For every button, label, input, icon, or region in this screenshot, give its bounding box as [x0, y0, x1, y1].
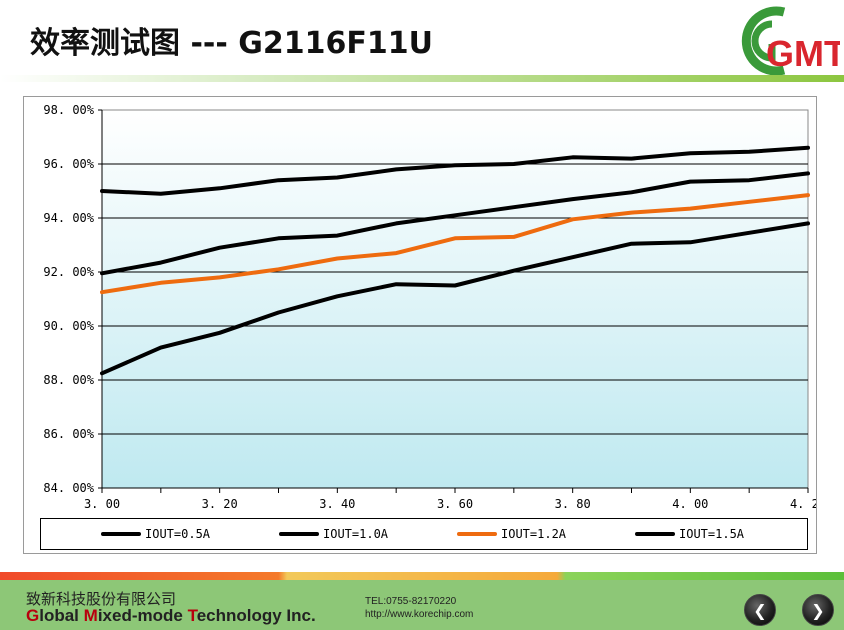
- y-tick-label: 84. 00%: [43, 481, 94, 495]
- company-logo: GMT: [722, 4, 840, 76]
- x-tick-label: 3. 00: [84, 497, 120, 511]
- series-line: [100, 193, 810, 295]
- series-line: [100, 145, 810, 196]
- y-tick-label: 86. 00%: [43, 427, 94, 441]
- footer: 致新科技股份有限公司 Global Mixed-mode Technology …: [0, 580, 844, 630]
- series-line: [100, 221, 810, 376]
- legend-swatch: [279, 532, 319, 536]
- x-tick-label: 4. 00: [672, 497, 708, 511]
- plot-area: [101, 109, 809, 489]
- legend-label: IOUT=1.2A: [501, 527, 567, 541]
- header-divider: [0, 75, 844, 82]
- x-tick-label: 3. 40: [319, 497, 355, 511]
- chevron-right-icon: ❯: [811, 600, 825, 620]
- prev-slide-button[interactable]: ❮: [744, 594, 776, 626]
- legend-item: IOUT=1.5A: [635, 527, 744, 541]
- company-name-cn: 致新科技股份有限公司: [26, 590, 177, 608]
- legend-item: IOUT=1.0A: [279, 527, 388, 541]
- y-tick-label: 96. 00%: [43, 157, 94, 171]
- website-link[interactable]: http://www.korechip.com: [365, 609, 474, 620]
- chart-frame: 84. 00% 86. 00% 88. 00% 90. 00% 92. 00% 94. 0…: [23, 96, 817, 554]
- y-tick-label: 88. 00%: [43, 373, 94, 387]
- legend-item: IOUT=0.5A: [101, 527, 210, 541]
- efficiency-chart: 84. 00% 86. 00% 88. 00% 90. 00% 92. 00% 94. 0…: [43, 103, 816, 511]
- y-tick-label: 94. 00%: [43, 211, 94, 225]
- logo-text: GMT: [766, 33, 840, 74]
- x-tick-label: 4. 20: [790, 497, 816, 511]
- y-tick-label: 90. 00%: [43, 319, 94, 333]
- page-title: 效率测试图 --- G2116F11U: [30, 26, 433, 61]
- legend-label: IOUT=0.5A: [145, 527, 211, 541]
- x-tick-label: 3. 60: [437, 497, 473, 511]
- y-tick-label: 98. 00%: [43, 103, 94, 117]
- y-tick-label: 92. 00%: [43, 265, 94, 279]
- company-name-en: Global Mixed-mode Technology Inc.: [26, 606, 316, 625]
- legend-swatch: [457, 532, 497, 536]
- chart-legend: IOUT=0.5A IOUT=1.0A IOUT=1.2A IOUT=1.5A: [40, 518, 808, 550]
- contact-info: TEL:0755-82170220 http://www.korechip.co…: [365, 595, 473, 621]
- next-slide-button[interactable]: ❯: [802, 594, 834, 626]
- x-tick-label: 3. 80: [555, 497, 591, 511]
- legend-item: IOUT=1.2A: [457, 527, 566, 541]
- legend-swatch: [635, 532, 675, 536]
- footer-color-bar: [0, 572, 844, 580]
- series-line: [100, 171, 810, 276]
- legend-label: IOUT=1.5A: [679, 527, 745, 541]
- legend-label: IOUT=1.0A: [323, 527, 389, 541]
- x-tick-label: 3. 20: [202, 497, 238, 511]
- chevron-left-icon: ❮: [753, 600, 767, 620]
- tel-text: TEL:0755-82170220: [365, 596, 457, 607]
- legend-swatch: [101, 532, 141, 536]
